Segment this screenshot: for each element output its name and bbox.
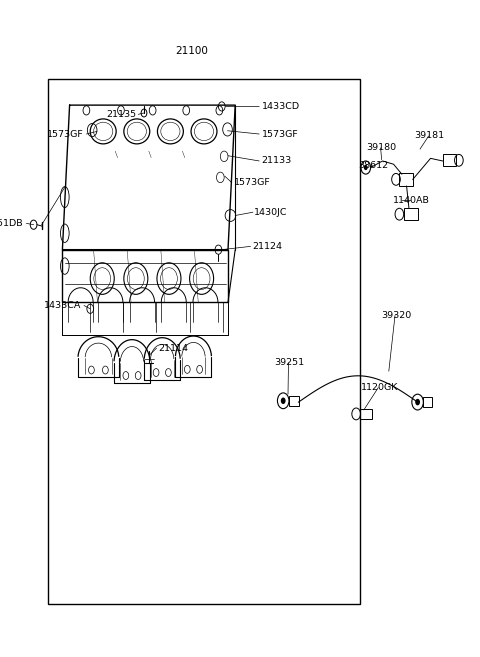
Text: 21114: 21114 bbox=[158, 344, 188, 353]
Text: 1120GK: 1120GK bbox=[360, 383, 398, 392]
Text: 1433CD: 1433CD bbox=[262, 102, 300, 111]
Text: 1433CA: 1433CA bbox=[44, 301, 82, 310]
Text: 39251: 39251 bbox=[275, 358, 304, 367]
Text: 38612: 38612 bbox=[359, 161, 388, 170]
Bar bbox=[289, 396, 299, 406]
Text: 21124: 21124 bbox=[252, 242, 282, 251]
Text: 39320: 39320 bbox=[381, 311, 411, 320]
Bar bbox=[48, 79, 360, 604]
Circle shape bbox=[415, 399, 420, 405]
Text: 1573GF: 1573GF bbox=[234, 178, 271, 187]
Text: 1151DB: 1151DB bbox=[0, 219, 24, 228]
Circle shape bbox=[281, 397, 286, 404]
Bar bbox=[423, 397, 432, 407]
Text: 21100: 21100 bbox=[176, 46, 208, 56]
Text: 21133: 21133 bbox=[262, 156, 292, 166]
Text: 1430JC: 1430JC bbox=[254, 208, 288, 217]
Bar bbox=[360, 409, 372, 419]
Text: 1140AB: 1140AB bbox=[394, 196, 430, 205]
Circle shape bbox=[364, 165, 368, 170]
Bar bbox=[399, 173, 413, 186]
Bar bbox=[404, 208, 418, 220]
Text: 39181: 39181 bbox=[415, 131, 444, 141]
Text: 21135: 21135 bbox=[107, 110, 137, 119]
Text: 1573GF: 1573GF bbox=[47, 129, 84, 139]
Text: 1573GF: 1573GF bbox=[262, 129, 299, 139]
Bar bbox=[443, 154, 456, 166]
Text: 39180: 39180 bbox=[367, 143, 396, 152]
